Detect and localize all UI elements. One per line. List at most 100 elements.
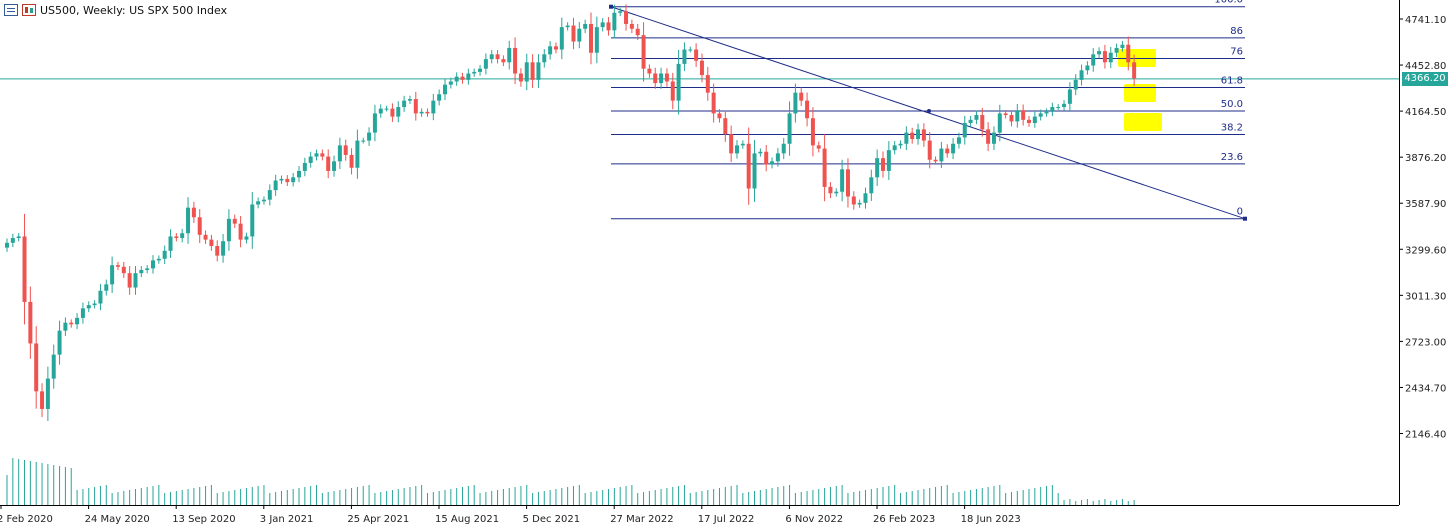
candle-body (308, 156, 313, 163)
candle-body (104, 284, 109, 291)
candle-body (221, 241, 226, 256)
highlight-marker (1124, 113, 1162, 131)
candle-body (390, 108, 395, 117)
candle-body (851, 196, 856, 205)
candle-body (594, 27, 599, 53)
candle-body (513, 47, 518, 74)
candle-body (5, 242, 9, 248)
candle-body (215, 246, 220, 256)
fib-level-label: 100.0 (1214, 0, 1243, 6)
candle-body (402, 100, 407, 108)
time-tick-label: 24 May 2020 (85, 514, 150, 525)
list-icon[interactable] (4, 4, 18, 16)
candle-body (548, 46, 553, 55)
fib-level-label: 23.6 (1221, 152, 1243, 163)
candle-body (676, 63, 681, 101)
candle-body (1009, 115, 1014, 122)
candle-body (641, 35, 646, 69)
price-tick-label: 4164.50 (1405, 107, 1446, 118)
candle-body (431, 100, 436, 114)
candle-body (875, 158, 880, 178)
candle-body (75, 317, 80, 325)
candle-body (378, 108, 383, 114)
candle-body (986, 129, 991, 144)
time-tick-label: 13 Sep 2020 (172, 514, 235, 525)
candle-body (501, 59, 506, 63)
candle-body (624, 11, 629, 24)
time-tick-label: 2 Feb 2020 (0, 514, 53, 525)
candle-body (764, 151, 769, 165)
candle-body (80, 308, 85, 318)
candle-body (40, 391, 45, 409)
candle-body (863, 193, 868, 203)
candle-body (845, 169, 850, 197)
candle-body (1038, 113, 1043, 117)
candle-body (419, 111, 424, 114)
candle-body (174, 236, 179, 239)
candle-body (968, 119, 973, 124)
candle-body (279, 178, 284, 181)
candle-body (466, 73, 471, 80)
time-tick-label: 5 Dec 2021 (523, 514, 581, 525)
candle-body (571, 25, 576, 42)
candle-body (454, 76, 459, 82)
candle-body (682, 49, 687, 64)
candle-body (110, 265, 115, 285)
candle-body (191, 207, 196, 218)
candle-body (151, 260, 155, 269)
candle-body (367, 132, 372, 141)
candle-body (752, 153, 757, 189)
candle-body (1120, 44, 1125, 48)
candle-body (869, 177, 874, 194)
candle-body (133, 273, 138, 288)
candle-body (524, 62, 529, 82)
candle-body (1032, 116, 1037, 124)
candle-body (746, 143, 751, 189)
candle-body (472, 71, 477, 74)
price-tick-label: 4741.10 (1405, 15, 1446, 26)
candle-body (437, 94, 442, 101)
price-tick-label: 2146.40 (1405, 430, 1446, 441)
time-tick-label: 18 Jun 2023 (961, 514, 1021, 525)
candle-body (16, 236, 21, 239)
candle-body (1062, 103, 1067, 108)
candle-body (86, 305, 91, 309)
candle-body (618, 11, 623, 13)
candle-body (927, 140, 932, 160)
candle-body (1021, 110, 1026, 120)
candle-body (413, 99, 418, 114)
candle-body (956, 137, 961, 144)
candle-body (805, 100, 810, 119)
price-tick-label: 3299.60 (1405, 245, 1446, 256)
candle-body (904, 132, 909, 144)
candle-body (553, 46, 558, 50)
candles-icon[interactable] (22, 4, 36, 16)
candle-body (291, 177, 296, 183)
current-price-label: 4366.20 (1402, 71, 1448, 86)
price-tick-label: 3587.90 (1405, 199, 1446, 210)
candle-body (483, 59, 488, 69)
candle-body (139, 269, 144, 274)
candle-body (565, 25, 570, 28)
candle-body (302, 162, 307, 171)
price-tick-label: 3011.30 (1405, 291, 1446, 302)
candle-body (297, 170, 301, 178)
candle-body (810, 118, 815, 146)
candle-body (314, 153, 319, 157)
time-tick-label: 27 Mar 2022 (610, 514, 673, 525)
candle-body (28, 301, 33, 344)
time-tick-label: 25 Apr 2021 (347, 514, 409, 525)
candle-body (705, 75, 710, 93)
candle-body (92, 303, 97, 306)
candle-body (1050, 107, 1055, 112)
candle-body (1079, 70, 1084, 80)
candle-body (145, 268, 150, 270)
candle-body (735, 145, 739, 154)
candle-body (1003, 113, 1008, 116)
candle-body (1067, 89, 1072, 104)
price-tick-label: 3876.20 (1405, 153, 1446, 164)
candle-body (781, 143, 786, 154)
candle-body (361, 140, 366, 142)
candle-body (729, 134, 734, 154)
